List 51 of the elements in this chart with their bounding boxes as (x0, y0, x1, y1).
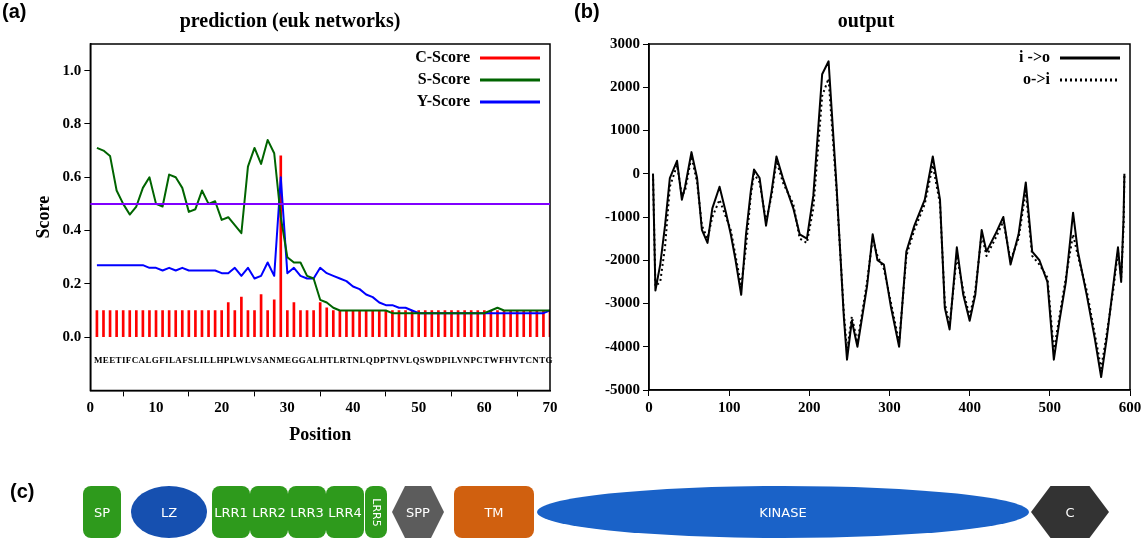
ellipse-shape: LZ (131, 486, 207, 538)
legend-label: C-Score (415, 48, 470, 66)
y-tick-label: 1.0 (62, 61, 82, 78)
chart-title: output (837, 9, 895, 33)
y-tick-label: 2000 (610, 78, 640, 95)
x-tick-label: 70 (542, 399, 558, 416)
x-tick-label: 20 (214, 399, 230, 416)
y-tick-label: 0.6 (62, 168, 82, 185)
x-tick-label: 500 (1038, 398, 1062, 415)
text: (c) (10, 480, 35, 503)
x-tick-label: 100 (717, 398, 741, 415)
x-tick-label: 400 (958, 398, 981, 415)
x-tick-label: 60 (476, 399, 492, 416)
y-tick-label: -1000 (605, 207, 640, 224)
x-tick-label: 300 (878, 398, 901, 415)
text: (b) (574, 0, 600, 22)
legend-label: Y-Score (416, 92, 470, 110)
chart-title: prediction (euk networks) (179, 9, 401, 33)
x-tick-label: 0 (86, 399, 95, 416)
ellipse-shape: KINASE (537, 486, 1029, 538)
y-axis-title: Score (33, 195, 54, 239)
x-tick-label: 200 (798, 398, 821, 415)
rounded-box: LRR2 (250, 486, 288, 538)
y-tick-label: -5000 (605, 380, 640, 397)
y-tick-label: -3000 (605, 294, 640, 311)
y-tick-label: 0.0 (62, 327, 82, 344)
rounded-box: LRR1 (212, 486, 250, 538)
y-tick-label: 1000 (610, 121, 640, 138)
y-tick-label: 0.8 (62, 114, 82, 131)
x-axis-title: Position (289, 423, 352, 444)
x-tick-label: 40 (345, 399, 361, 416)
legend-label: i ->o (1019, 48, 1050, 66)
y-tick-label: -4000 (605, 337, 640, 354)
rounded-box: TM (454, 486, 534, 538)
text: (a) (2, 0, 27, 22)
x-tick-label: 10 (148, 399, 164, 416)
rounded-box: LRR4 (326, 486, 364, 538)
legend-label: S-Score (417, 70, 470, 88)
y-tick-label: -2000 (605, 251, 640, 268)
rounded-box: SP (83, 486, 121, 538)
y-tick-label: 0 (632, 164, 640, 181)
x-tick-label: 50 (411, 399, 427, 416)
rounded-box: LRR5 (365, 486, 387, 538)
y-tick-label: 0.2 (62, 274, 82, 291)
x-tick-label: 0 (645, 398, 653, 415)
y-tick-label: 0.4 (62, 221, 82, 238)
legend-label: o->i (1023, 70, 1051, 88)
y-tick-label: 3000 (610, 34, 640, 51)
rounded-box: LRR3 (288, 486, 326, 538)
x-tick-label: 30 (279, 399, 295, 416)
x-tick-label: 600 (1118, 398, 1142, 415)
